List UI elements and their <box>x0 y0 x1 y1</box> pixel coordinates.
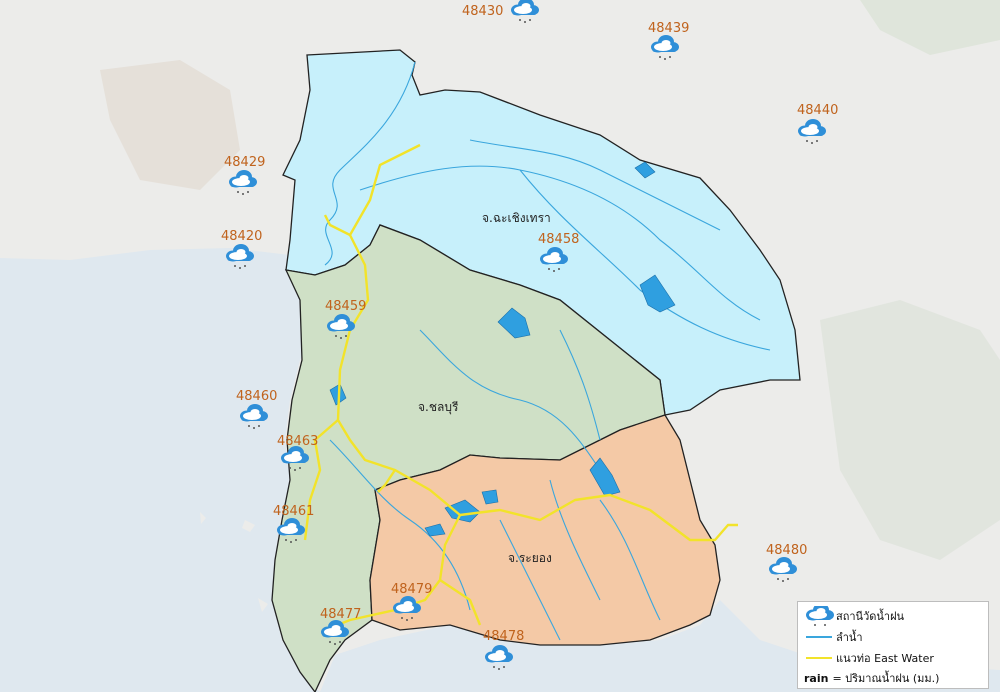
river <box>469 139 721 231</box>
station-code: 48460 <box>236 389 277 404</box>
legend-label: สถานีวัดน้ำฝน <box>836 610 905 623</box>
river <box>499 519 561 641</box>
station-code: 48463 <box>277 434 318 449</box>
rain-cloud-icon <box>804 606 836 626</box>
station-48479[interactable]: 48479 <box>391 582 432 621</box>
pipeline <box>303 419 339 541</box>
station-code: 48440 <box>797 103 838 118</box>
legend-item-station: สถานีวัดน้ำฝน <box>804 606 984 626</box>
reservoir <box>424 523 446 537</box>
legend-label: ลำน้ำ <box>836 631 863 644</box>
river <box>559 329 601 441</box>
station-code: 48480 <box>766 543 807 558</box>
pipeline <box>377 469 396 493</box>
legend-item-pipeline: แนวท่อ East Water <box>804 648 984 668</box>
urban-area <box>100 60 240 190</box>
island <box>242 520 255 532</box>
station-48478[interactable]: 48478 <box>483 629 524 670</box>
island <box>200 512 206 524</box>
station-code: 48429 <box>224 155 265 170</box>
station-48440[interactable]: 48440 <box>797 103 838 144</box>
pipeline <box>324 514 462 632</box>
station-48477[interactable]: 48477 <box>320 607 361 645</box>
island <box>258 598 268 612</box>
reservoir <box>497 307 531 339</box>
river <box>329 439 471 611</box>
station-code: 48439 <box>648 21 689 36</box>
pipeline <box>439 579 482 626</box>
pipeline-line-icon <box>804 648 836 668</box>
reservoir <box>481 489 499 505</box>
station-code: 48458 <box>538 232 579 247</box>
station-code: 48430 <box>462 4 503 19</box>
rivers <box>324 61 771 641</box>
station-code: 48420 <box>221 229 262 244</box>
legend-item-rain: rain = ปริมาณน้ำฝน (มม.) <box>804 668 984 688</box>
river <box>324 61 416 266</box>
station-code: 48461 <box>273 504 314 519</box>
pipeline <box>323 214 351 237</box>
gulf-of-thailand <box>0 248 320 692</box>
reservoir <box>639 274 676 313</box>
river <box>549 479 601 601</box>
reservoir <box>589 457 621 497</box>
station-48459[interactable]: 48459 <box>325 299 366 339</box>
station-48480[interactable]: 48480 <box>766 543 807 582</box>
station-48461[interactable]: 48461 <box>273 504 314 543</box>
legend-item-river: ลำน้ำ <box>804 627 984 647</box>
province-label-chachoengsao: จ.ฉะเชิงเทรา <box>482 211 551 225</box>
station-code: 48478 <box>483 629 524 644</box>
station-code: 48479 <box>391 582 432 597</box>
river <box>599 499 661 621</box>
legend-label: แนวท่อ East Water <box>836 652 934 665</box>
station-48439[interactable]: 48439 <box>648 21 689 60</box>
station-code: 48459 <box>325 299 366 314</box>
province-rayong[interactable] <box>369 414 721 646</box>
river <box>419 329 601 471</box>
legend: สถานีวัดน้ำฝน ลำน้ำ แนวท่อ East Water ra… <box>797 601 989 689</box>
legend-rain-key: rain <box>804 671 829 685</box>
province-label-rayong: จ.ระยอง <box>508 551 552 565</box>
province-label-chonburi: จ.ชลบุรี <box>418 400 459 415</box>
reservoir <box>634 161 656 179</box>
legend-label: = ปริมาณน้ำฝน (มม.) <box>832 672 940 685</box>
station-48429[interactable]: 48429 <box>224 155 265 195</box>
river-line-icon <box>804 627 836 647</box>
hills-north <box>860 0 1000 55</box>
reservoir <box>444 499 481 523</box>
station-48420[interactable]: 48420 <box>221 229 262 269</box>
river <box>359 165 761 321</box>
pipeline-network <box>303 143 738 632</box>
river <box>519 169 771 351</box>
station-48430[interactable]: 48430 <box>462 0 539 23</box>
station-48463[interactable]: 48463 <box>277 434 318 471</box>
station-code: 48477 <box>320 607 361 622</box>
hills-east <box>820 300 1000 560</box>
station-48458[interactable]: 48458 <box>538 232 579 272</box>
station-48460[interactable]: 48460 <box>236 389 277 429</box>
